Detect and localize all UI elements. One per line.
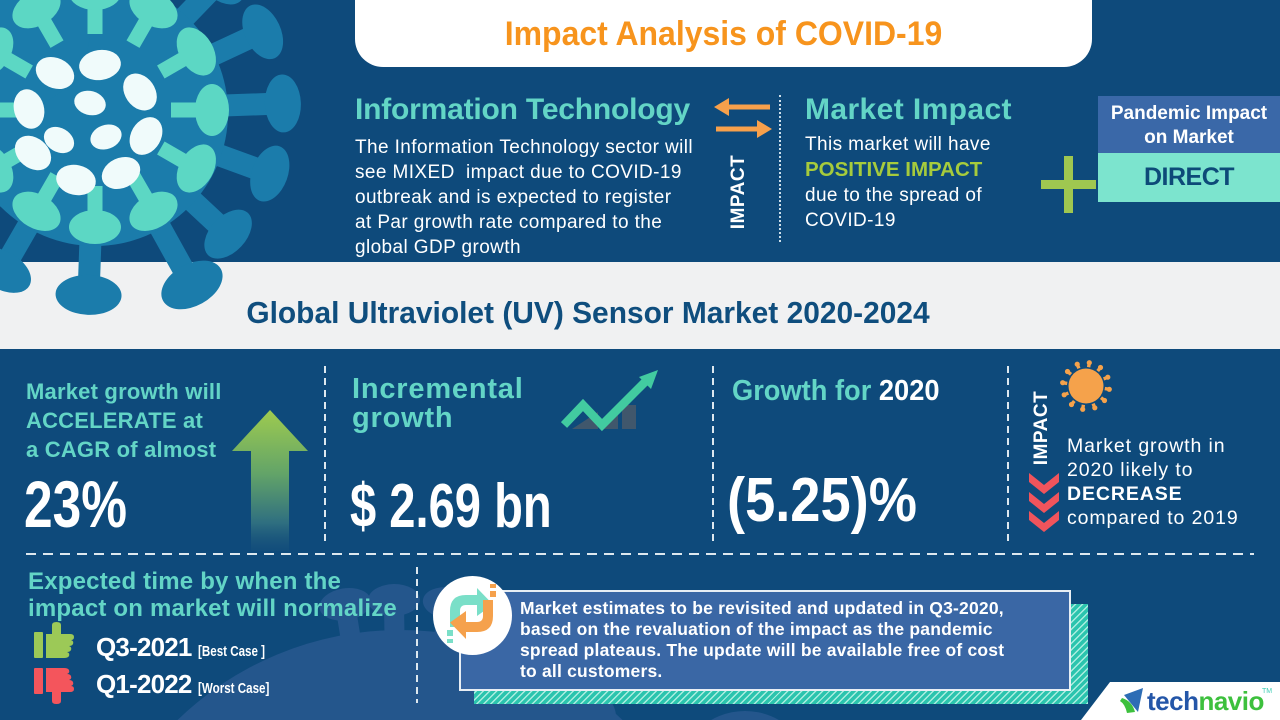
svg-text:technavio: technavio xyxy=(1147,686,1264,716)
svg-text:TM: TM xyxy=(1262,688,1272,695)
